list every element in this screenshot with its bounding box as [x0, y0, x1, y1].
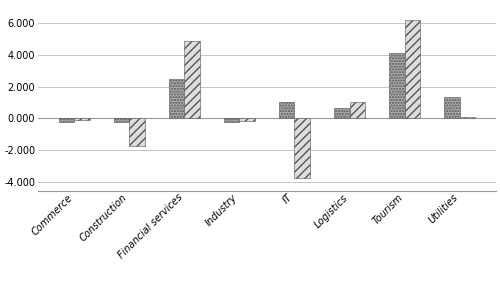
Bar	[184, 41, 200, 118]
Bar	[59, 118, 74, 122]
Bar	[240, 118, 255, 121]
Bar	[334, 108, 349, 118]
Bar	[444, 97, 460, 118]
Bar	[279, 102, 294, 118]
Bar	[169, 79, 184, 118]
Legend: before, after: before, after	[218, 280, 316, 281]
Bar	[404, 20, 420, 118]
Bar	[224, 118, 240, 122]
Bar	[130, 118, 144, 146]
Bar	[114, 118, 130, 122]
Bar	[460, 117, 475, 118]
Bar	[350, 102, 365, 118]
Bar	[389, 53, 404, 118]
Bar	[294, 118, 310, 178]
Bar	[74, 118, 90, 120]
